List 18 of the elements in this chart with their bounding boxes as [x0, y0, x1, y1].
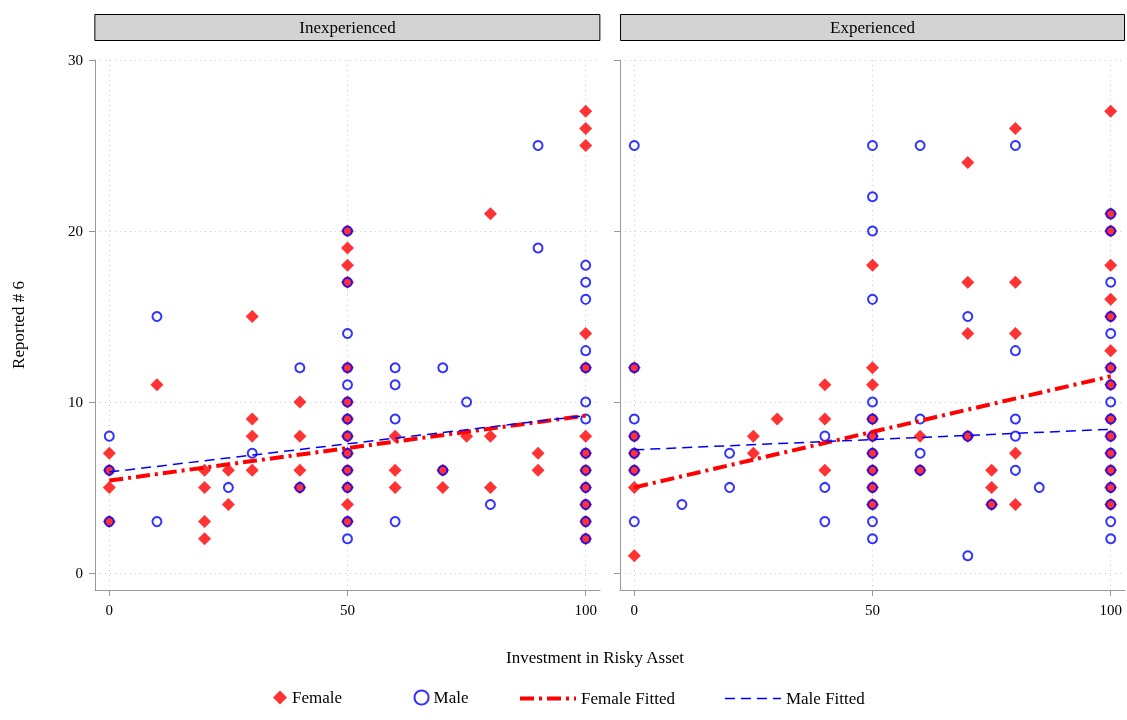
x-tick-label: 50: [865, 601, 880, 618]
y-tick-label: 10: [68, 393, 83, 410]
y-tick-label: 30: [68, 52, 83, 68]
x-tick-label: 100: [574, 601, 597, 618]
chart-title: Inexperienced: [299, 18, 397, 37]
x-tick-label: 100: [1099, 601, 1122, 618]
y-tick-label: 0: [75, 564, 83, 581]
legend-label: Female Fitted: [581, 689, 676, 708]
y-tick-label: 20: [68, 222, 83, 239]
x-tick-label: 0: [630, 601, 639, 618]
x-tick-label: 50: [340, 601, 355, 618]
legend-label: Female: [292, 688, 343, 707]
x-tick-label: 0: [105, 601, 114, 618]
chart-title: Experienced: [830, 18, 916, 37]
y-axis-title: Reported # 6: [9, 281, 28, 369]
x-axis-title: Investment in Risky Asset: [505, 648, 685, 667]
legend-label: Male Fitted: [785, 689, 866, 708]
legend-label: Male: [433, 688, 469, 707]
